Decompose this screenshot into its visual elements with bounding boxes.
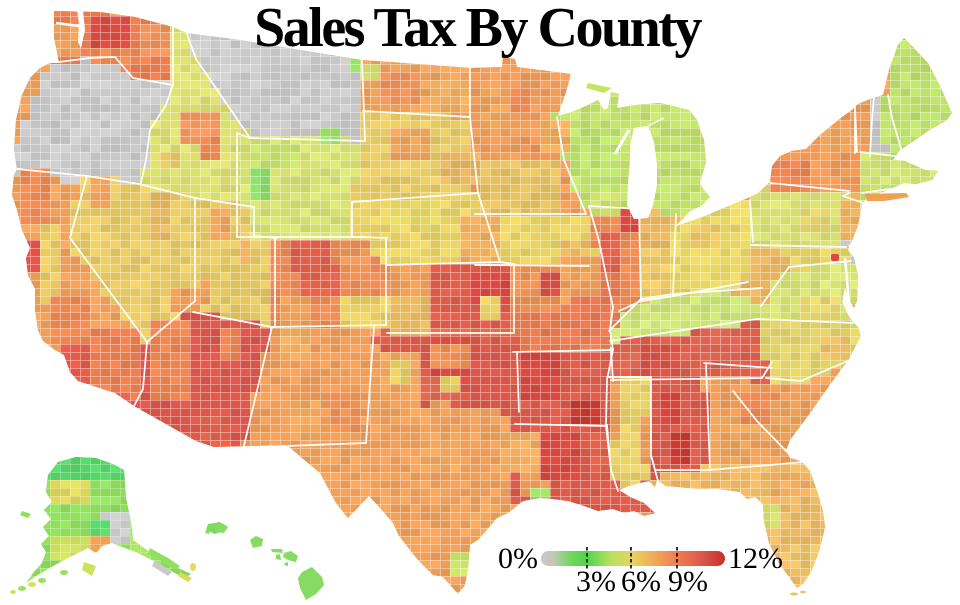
svg-text:3%: 3% xyxy=(576,565,616,598)
svg-text:12%: 12% xyxy=(728,542,783,575)
svg-text:0%: 0% xyxy=(498,542,538,575)
svg-text:Sales Tax By County: Sales Tax By County xyxy=(254,0,702,59)
svg-text:6%: 6% xyxy=(621,565,661,598)
svg-text:9%: 9% xyxy=(668,565,708,598)
